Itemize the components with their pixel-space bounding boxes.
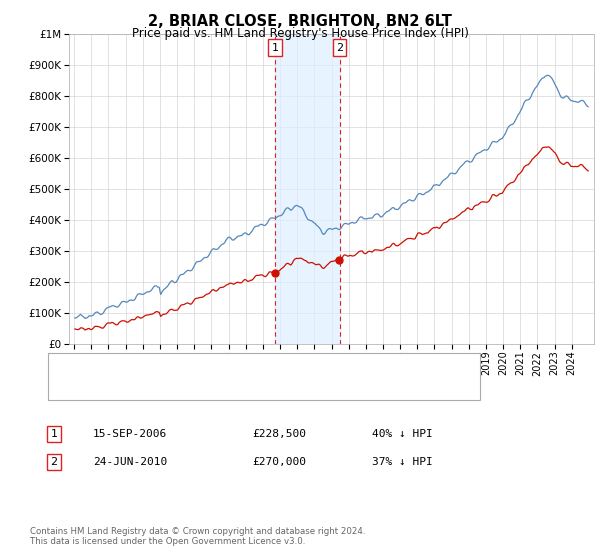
Text: 1: 1 — [272, 43, 278, 53]
Text: £228,500: £228,500 — [252, 429, 306, 439]
Text: 37% ↓ HPI: 37% ↓ HPI — [372, 457, 433, 467]
Text: 2, BRIAR CLOSE, BRIGHTON, BN2 6LT (detached house): 2, BRIAR CLOSE, BRIGHTON, BN2 6LT (detac… — [90, 361, 377, 371]
Text: Price paid vs. HM Land Registry's House Price Index (HPI): Price paid vs. HM Land Registry's House … — [131, 27, 469, 40]
Text: 2: 2 — [336, 43, 343, 53]
Text: 15-SEP-2006: 15-SEP-2006 — [93, 429, 167, 439]
Text: ——: —— — [57, 381, 85, 395]
Text: 2: 2 — [50, 457, 58, 467]
Text: 2, BRIAR CLOSE, BRIGHTON, BN2 6LT: 2, BRIAR CLOSE, BRIGHTON, BN2 6LT — [148, 14, 452, 29]
Text: ——: —— — [57, 359, 85, 373]
Bar — [275, 34, 340, 344]
Text: £270,000: £270,000 — [252, 457, 306, 467]
Text: Contains HM Land Registry data © Crown copyright and database right 2024.
This d: Contains HM Land Registry data © Crown c… — [30, 526, 365, 546]
Text: 40% ↓ HPI: 40% ↓ HPI — [372, 429, 433, 439]
Text: HPI: Average price, detached house, Brighton and Hove: HPI: Average price, detached house, Brig… — [90, 384, 380, 394]
Text: 1: 1 — [50, 429, 58, 439]
Text: 24-JUN-2010: 24-JUN-2010 — [93, 457, 167, 467]
